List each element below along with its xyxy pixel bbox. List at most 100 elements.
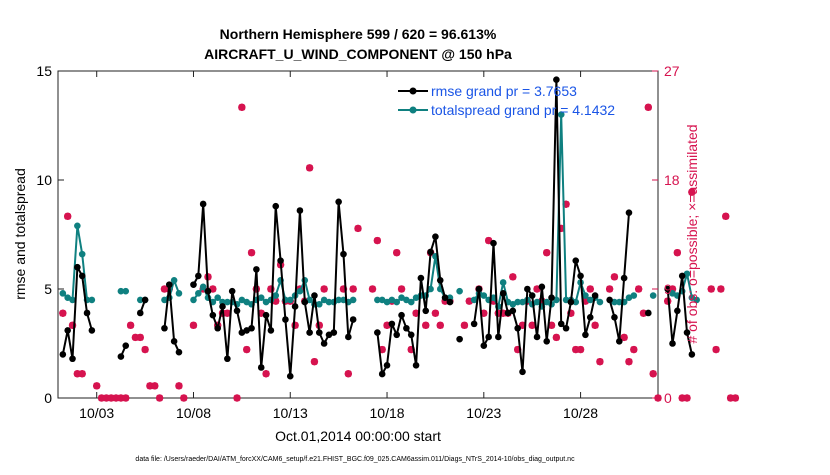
obs-assimilated-point — [572, 345, 580, 354]
rmse-point — [485, 333, 492, 341]
obs-assimilated-point — [533, 285, 541, 293]
legend-rmse-marker — [409, 87, 417, 95]
rmse-point — [195, 272, 202, 280]
obs-assimilated-point — [465, 297, 473, 305]
totalspread-point — [427, 285, 434, 293]
obs-assimilated-point — [78, 370, 86, 378]
totalspread-point — [214, 294, 221, 302]
rmse-point — [136, 309, 144, 317]
obs-assimilated-point — [412, 309, 420, 317]
obs-assimilated-point — [59, 309, 67, 317]
obs-assimilated-point — [378, 345, 386, 354]
totalspread-point — [199, 283, 207, 291]
obs-assimilated-point — [485, 236, 493, 245]
y-tick-label-left: 10 — [36, 172, 52, 188]
rmse-point — [475, 285, 483, 293]
totalspread-point — [393, 298, 401, 306]
obs-assimilated-point — [543, 249, 551, 257]
obs-assimilated-point — [247, 249, 256, 257]
obs-assimilated-point — [320, 285, 328, 293]
rmse-point — [669, 340, 676, 347]
obs-assimilated-point — [547, 321, 556, 329]
obs-assimilated-point — [64, 212, 72, 220]
rmse-point — [495, 333, 502, 341]
totalspread-point — [480, 292, 488, 299]
rmse-point — [161, 324, 168, 332]
totalspread-point — [296, 287, 304, 295]
totalspread-point — [335, 296, 342, 304]
obs-assimilated-point — [306, 164, 314, 172]
obs-assimilated-point — [160, 285, 169, 293]
rmse-point — [267, 327, 275, 334]
rmse-point — [190, 281, 197, 288]
obs-assimilated-point — [576, 345, 585, 354]
series-layer — [59, 76, 701, 380]
axis-ticks: 10/03 10/08 10/13 10/18 10/23 10/28 0 5 10 15 0 9 18… — [36, 63, 679, 421]
x-tick-label: 10/08 — [176, 405, 211, 421]
y-tick-label-right: 9 — [664, 281, 672, 297]
obs-assimilated-point — [68, 321, 77, 329]
totalspread-point — [88, 296, 96, 304]
totalspread-point — [117, 287, 125, 295]
obs-assimilated-point — [397, 285, 406, 293]
obs-assimilated-point — [368, 285, 377, 293]
rmse-point — [122, 342, 130, 349]
y-tick-label-right: 27 — [664, 63, 680, 79]
rmse-point — [432, 233, 439, 240]
totalspread-point — [78, 250, 86, 258]
obs-assimilated-point — [344, 370, 352, 378]
obs-assimilated-point — [489, 297, 498, 305]
totalspread-point — [533, 298, 541, 306]
obs-assimilated-point — [552, 333, 560, 342]
obs-assimilated-point — [257, 309, 265, 317]
obs-assimilated-point — [339, 285, 348, 293]
totalspread-point — [59, 290, 67, 297]
totalspread-point — [456, 287, 463, 295]
x-tick-label: 10/18 — [370, 405, 405, 421]
obs-assimilated-point — [518, 321, 527, 329]
rmse-point — [407, 331, 415, 339]
rmse-point — [514, 324, 521, 332]
totalspread-point — [374, 296, 381, 304]
rmse-point — [548, 294, 555, 302]
obs-assimilated-point — [180, 394, 188, 402]
rmse-point — [228, 287, 236, 295]
rmse-point — [403, 324, 410, 332]
rmse-point — [533, 333, 541, 341]
obs-assimilated-point — [717, 285, 725, 293]
x-axis-label: Oct.01,2014 00:00:00 start — [275, 428, 441, 444]
y-axis-label-right: # of obs: o=possible; ×=assimilated — [684, 124, 700, 343]
rmse-point — [678, 272, 686, 280]
totalspread-point — [649, 292, 657, 299]
obs-assimilated-point — [625, 358, 633, 366]
rmse-point — [625, 209, 633, 216]
obs-assimilated-point — [156, 394, 164, 402]
totalspread-point — [315, 300, 323, 308]
totalspread-point — [257, 294, 265, 302]
rmse-point — [606, 296, 613, 304]
x-tick-label: 10/03 — [79, 405, 114, 421]
rmse-point — [393, 331, 401, 339]
obs-assimilated-point — [373, 236, 381, 245]
y-tick-label-left: 5 — [44, 281, 52, 297]
obs-assimilated-point — [209, 285, 217, 293]
totalspread-point — [557, 111, 565, 118]
legend-spread-marker — [409, 106, 417, 114]
rmse-point — [562, 324, 570, 332]
obs-assimilated-point — [291, 321, 299, 329]
obs-assimilated-point — [644, 103, 652, 111]
totalspread-point — [596, 298, 604, 306]
rmse-point — [311, 292, 318, 299]
rmse-point — [470, 320, 478, 328]
obs-assimilated-point — [731, 394, 740, 402]
obs-assimilated-point — [73, 370, 81, 378]
obs-assimilated-point — [514, 345, 522, 354]
rmse-point — [204, 287, 212, 295]
totalspread-point — [499, 279, 507, 286]
rmse-point — [383, 362, 391, 369]
obs-assimilated-point — [480, 309, 488, 317]
x-tick-label: 10/13 — [273, 405, 308, 421]
obs-assimilated-point — [112, 394, 120, 402]
rmse-point — [388, 320, 396, 328]
rmse-point — [141, 296, 149, 304]
